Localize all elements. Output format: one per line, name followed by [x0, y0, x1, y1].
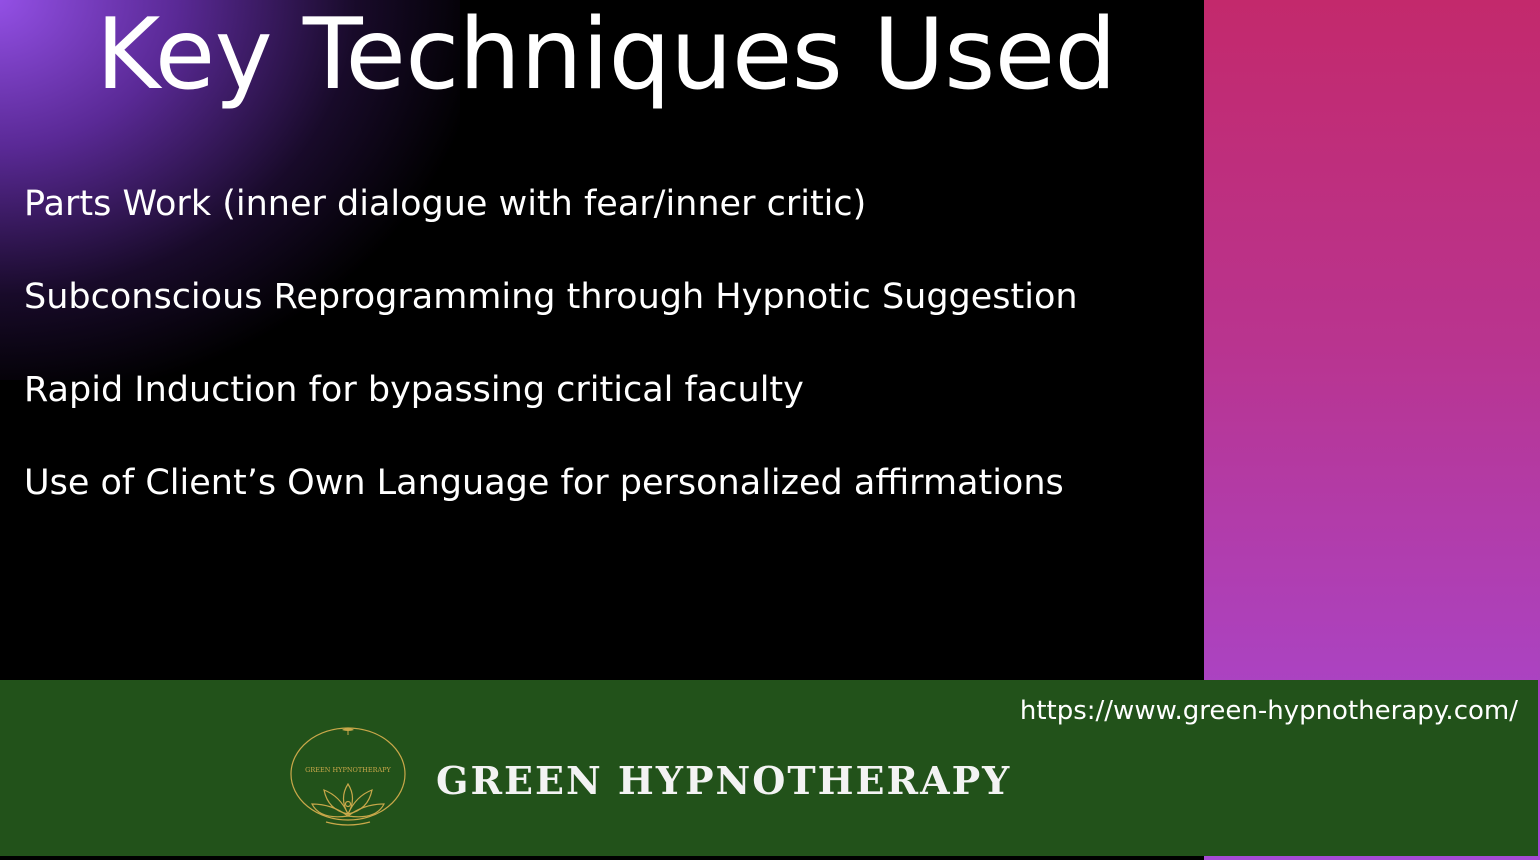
website-url[interactable]: https://www.green-hypnotherapy.com/ — [1019, 696, 1518, 726]
footer-banner: https://www.green-hypnotherapy.com/ GREE… — [0, 680, 1538, 856]
lotus-logo-icon: GREEN HYPNOTHERAPY — [290, 727, 406, 826]
technique-item-client-language: Use of Client’s Own Language for persona… — [24, 463, 1064, 503]
technique-item-parts-work: Parts Work (inner dialogue with fear/inn… — [24, 184, 867, 224]
technique-item-subconscious-reprogramming: Subconscious Reprogramming through Hypno… — [24, 277, 1078, 317]
slide-title: Key Techniques Used — [96, 0, 1117, 112]
purple-glow-decoration — [0, 0, 460, 380]
technique-list: Parts Work (inner dialogue with fear/inn… — [24, 180, 1078, 552]
brand-name: GREEN HYPNOTHERAPY — [436, 758, 1012, 803]
technique-item-rapid-induction: Rapid Induction for bypassing critical f… — [24, 370, 804, 410]
logo-text: GREEN HYPNOTHERAPY — [305, 766, 391, 774]
